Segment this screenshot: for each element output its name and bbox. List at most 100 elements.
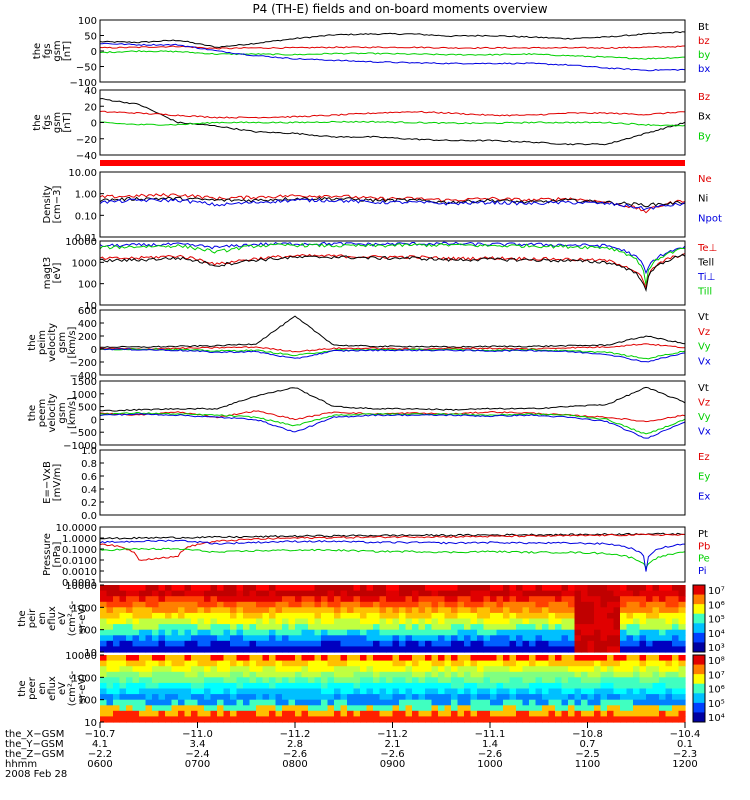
spectrogram-cell <box>282 646 290 653</box>
spectrogram-cell <box>418 624 426 631</box>
spectrogram-cell <box>483 660 491 667</box>
spectrogram-cell <box>620 677 628 684</box>
spectrogram-cell <box>301 618 309 625</box>
spectrogram-cell <box>184 671 192 678</box>
spectrogram-cell <box>288 618 296 625</box>
spectrogram-cell <box>561 618 569 625</box>
spectrogram-cell <box>529 624 537 631</box>
spectrogram-cell <box>535 640 543 647</box>
y-axis-label: en <box>37 612 48 625</box>
spectrogram-cell <box>425 688 433 695</box>
spectrogram-cell <box>594 618 602 625</box>
spectrogram-cell <box>106 671 114 678</box>
spectrogram-cell <box>171 607 179 614</box>
spectrogram-cell <box>561 596 569 603</box>
spectrogram-cell <box>249 618 257 625</box>
spectrogram-cell <box>600 635 608 642</box>
spectrogram-cell <box>464 635 472 642</box>
spectrogram-cell <box>561 585 569 592</box>
spectrogram-cell <box>457 671 465 678</box>
spectrogram-cell <box>477 635 485 642</box>
spectrogram-cell <box>295 688 303 695</box>
spectrogram-cell <box>145 688 153 695</box>
spectrogram-cell <box>210 618 218 625</box>
spectrogram-cell <box>321 666 329 673</box>
spectrogram-cell <box>360 596 368 603</box>
spectrogram-cell <box>217 612 225 620</box>
spectrogram-cell <box>652 607 660 614</box>
spectrogram-cell <box>542 596 550 603</box>
spectrogram-cell <box>470 629 478 636</box>
spectrogram-cell <box>672 590 680 597</box>
spectrogram-cell <box>470 682 478 690</box>
spectrogram-cell <box>600 655 608 662</box>
y-axis-label: eflux <box>47 676 58 701</box>
spectrogram-cell <box>516 629 524 636</box>
spectrogram-cell <box>282 585 290 592</box>
spectrogram-cell <box>529 635 537 642</box>
y-tick-label: 1000 <box>72 258 97 269</box>
spectrogram-cell <box>113 710 121 717</box>
spectrogram-cell <box>217 629 225 636</box>
spectrogram-cell <box>139 666 147 673</box>
colorbar-tick-label: 10⁶ <box>708 685 725 696</box>
spectrogram-cell <box>490 596 498 603</box>
spectrogram-cell <box>633 671 641 678</box>
spectrogram-cell <box>282 666 290 673</box>
spectrogram-cell <box>399 646 407 653</box>
colorbar-tick-label: 10³ <box>708 643 725 654</box>
spectrogram-cell <box>412 666 420 673</box>
spectrogram-cell <box>477 624 485 631</box>
spectrogram-cell <box>555 710 563 717</box>
series-Pt <box>100 532 686 540</box>
spectrogram-cell <box>412 682 420 690</box>
panel-frame <box>99 19 686 83</box>
spectrogram-cell <box>353 660 361 667</box>
spectrogram-cell <box>470 660 478 667</box>
spectrogram-cell <box>171 716 179 723</box>
spectrogram-cell <box>230 677 238 684</box>
spectrogram-cell <box>210 635 218 642</box>
spectrogram-cell <box>314 629 322 636</box>
spectrogram-cell <box>256 682 264 690</box>
spectrogram-cell <box>113 688 121 695</box>
spectrogram-cell <box>119 655 127 662</box>
spectrogram-cell <box>327 677 335 684</box>
spectrogram-cell <box>366 629 374 636</box>
spectrogram-cell <box>210 612 218 620</box>
spectrogram-cell <box>451 612 459 620</box>
x-tick-label: 2.1 <box>385 739 401 750</box>
spectrogram-cell <box>262 699 270 706</box>
spectrogram-cell <box>236 688 244 695</box>
spectrogram-cell <box>197 629 205 636</box>
spectrogram-cell <box>542 660 550 667</box>
spectrogram-cell <box>288 655 296 662</box>
spectrogram-cell <box>626 705 634 712</box>
spectrogram-cell <box>145 666 153 673</box>
spectrogram-cell <box>418 629 426 636</box>
spectrogram-cell <box>418 699 426 706</box>
spectrogram-cell <box>418 640 426 647</box>
spectrogram-cell <box>548 629 556 636</box>
spectrogram-cell <box>119 688 127 695</box>
spectrogram-cell <box>646 629 654 636</box>
spectrogram-cell <box>171 660 179 667</box>
spectrogram-cell <box>308 618 316 625</box>
spectrogram-cell <box>353 618 361 625</box>
spectrogram-cell <box>386 688 394 695</box>
y-tick-label: 1000 <box>72 390 97 401</box>
spectrogram-cell <box>269 666 277 673</box>
spectrogram-cell <box>288 710 296 717</box>
spectrogram-cell <box>106 666 114 673</box>
spectrogram-cell <box>464 677 472 684</box>
spectrogram-cell <box>626 607 634 614</box>
spectrogram-cell <box>113 601 121 608</box>
spectrogram-cell <box>100 635 108 642</box>
spectrogram-cell <box>555 640 563 647</box>
spectrogram-cell <box>334 716 342 723</box>
spectrogram-cell <box>379 596 387 603</box>
spectrogram-cell <box>191 660 199 667</box>
spectrogram-cell <box>275 705 283 712</box>
y-axis-label: Density <box>42 185 53 223</box>
spectrogram-cell <box>678 640 686 647</box>
